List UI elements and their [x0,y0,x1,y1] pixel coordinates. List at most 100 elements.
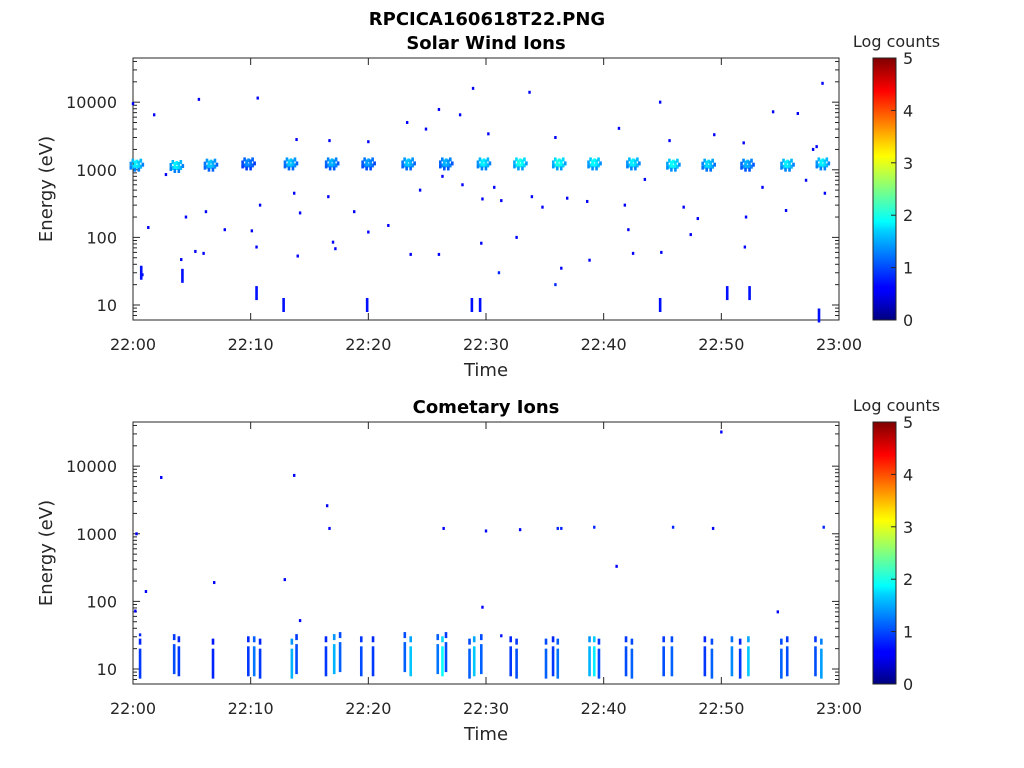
data-cell [482,163,486,168]
data-cell [328,166,332,171]
x-tick-label: 22:50 [698,335,744,354]
data-cell [480,166,484,171]
data-cell [293,157,297,162]
data-bar-cap [588,636,591,643]
data-cell [409,162,412,167]
data-point [293,191,296,195]
data-bar [247,646,250,677]
data-bar-cap [258,638,262,645]
data-cell [405,166,408,171]
data-cell [792,162,795,167]
data-cell [480,162,484,167]
data-cell [742,158,745,163]
data-cell [177,164,181,169]
data-point [437,252,441,256]
data-cell [786,159,789,164]
data-cell [788,160,791,165]
y-tick-label: 10 [97,296,117,315]
data-cell [628,163,631,168]
data-cell [135,159,139,164]
data-cell [438,164,442,169]
y-axis-label: Energy (eV) [36,500,57,606]
data-cell [334,163,338,168]
data-blob [587,157,602,171]
data-cell [295,161,299,166]
data-cell [484,166,488,171]
y-tick-label: 100 [86,228,117,247]
data-cell [666,161,669,166]
data-cell [589,157,592,162]
data-cell [169,166,173,171]
data-cell [440,163,444,168]
data-cell [559,166,563,171]
data-blob [701,158,716,172]
data-bar [324,646,328,677]
data-blob [401,157,416,171]
data-cell [740,161,743,166]
data-bar [730,646,734,677]
data-cell [486,157,490,162]
data-point [720,430,723,434]
data-cell [705,160,708,165]
data-cell [203,165,207,170]
colorbar-gradient [872,421,897,685]
data-cell [746,159,749,164]
data-cell [175,160,179,165]
data-cell [207,167,211,172]
data-bar [139,265,143,280]
data-point [643,177,647,181]
data-cell [557,163,561,168]
data-cell [523,157,526,162]
data-cell [668,158,671,163]
data-cell [782,158,785,163]
data-point [367,230,370,234]
colorbar-tick-label: 0 [903,675,913,694]
data-bar [371,646,375,677]
data-bar-cap [436,634,440,641]
data-cell [593,158,596,163]
data-bar [436,644,440,675]
data-bar-cap [738,638,742,645]
data-cell [211,163,215,168]
data-cell [249,162,252,167]
data-bar [597,648,601,679]
data-cell [744,163,747,168]
data-cell [821,158,825,163]
data-cell [131,164,135,169]
data-bar [515,648,518,679]
data-cell [326,163,330,168]
data-cell [407,163,410,168]
data-cell [670,167,673,172]
data-cell [595,159,598,164]
data-cell [597,163,600,168]
data-cell [589,163,592,168]
data-cell [488,161,492,166]
data-point [409,252,412,256]
data-cell [626,160,629,165]
data-bar-cap [247,636,250,643]
data-bar [282,298,285,313]
colorbar-tick-label: 4 [903,101,913,120]
data-bar [630,648,634,679]
data-cell [513,164,516,169]
data-cell [330,158,334,163]
data-cell [213,164,217,169]
data-cell [678,162,681,167]
data-bar-cap [138,638,142,645]
data-cell [476,164,480,169]
data-bar [177,646,181,677]
data-cell [409,159,412,164]
data-point [500,634,503,638]
data-cell [819,159,823,164]
data-point [560,526,563,530]
data-bar-cap [785,636,789,643]
data-cell [519,158,522,163]
data-point [202,251,205,255]
data-cell [525,161,528,166]
data-cell [241,160,244,165]
data-cell [328,159,332,164]
data-cell [713,162,716,167]
data-point [258,203,262,207]
data-cell [670,163,673,168]
colorbar-tick-label: 5 [903,49,913,68]
